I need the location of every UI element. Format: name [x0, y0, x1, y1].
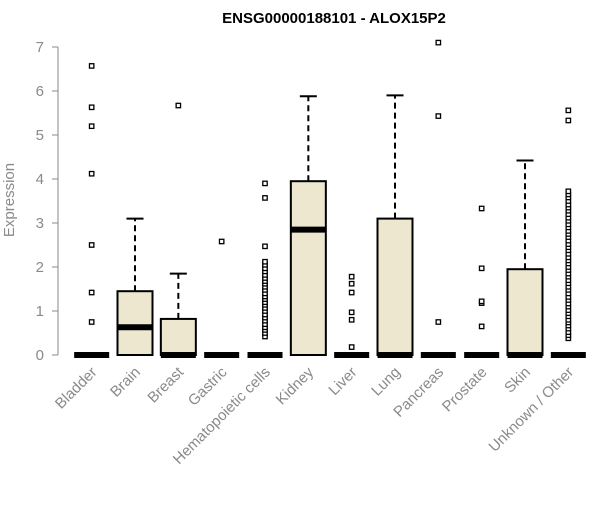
y-tick-label: 2	[36, 259, 44, 276]
box-liver	[334, 273, 370, 358]
outlier-point	[262, 195, 268, 201]
box-iqr	[159, 317, 197, 357]
outlier-point	[88, 289, 95, 296]
y-tick-label: 1	[36, 303, 44, 320]
box-unknown-other	[550, 107, 586, 358]
x-tick-label: Bladder	[52, 364, 101, 413]
box-iqr	[376, 217, 414, 356]
outlier-point	[565, 117, 572, 124]
y-tick-label: 6	[36, 83, 44, 100]
outlier-point	[565, 107, 572, 114]
outlier-point	[348, 316, 355, 323]
box-prostate	[464, 205, 500, 358]
outlier-point	[262, 258, 268, 265]
x-tick-label: Breast	[144, 363, 187, 406]
outlier-point	[435, 39, 442, 46]
box-skin	[506, 159, 544, 358]
outlier-point	[435, 113, 442, 119]
box-gastric	[204, 238, 240, 358]
x-tick-label: Brain	[107, 364, 144, 401]
outlier-point	[88, 104, 95, 111]
x-tick-label: Kidney	[273, 363, 318, 408]
outlier-point	[348, 280, 355, 287]
y-axis: 0 1 2 3 4 5 6 7	[36, 39, 59, 364]
box-iqr	[289, 180, 327, 356]
box-pancreas	[420, 39, 456, 358]
outlier-point	[478, 265, 485, 272]
outlier-point	[478, 205, 485, 212]
outlier-point	[565, 188, 572, 195]
x-tick-label: Prostate	[439, 364, 491, 416]
chart-title: ENSG00000188101 - ALOX15P2	[222, 10, 446, 27]
box-iqr	[506, 268, 544, 357]
outlier-point	[88, 242, 95, 248]
outlier-point	[348, 344, 355, 350]
x-tick-label: Skin	[501, 364, 534, 397]
y-tick-label: 4	[36, 171, 44, 188]
outlier-point	[262, 180, 268, 187]
outlier-point	[478, 323, 485, 330]
outlier-point	[348, 309, 355, 316]
x-tick-label: Lung	[368, 364, 404, 400]
outlier-point	[262, 243, 268, 250]
box-lung	[376, 94, 414, 358]
box-kidney	[289, 95, 327, 356]
y-tick-label: 0	[36, 347, 44, 364]
box-iqr	[116, 290, 154, 357]
y-axis-label: Expression	[1, 163, 18, 237]
y-tick-label: 7	[36, 39, 44, 56]
y-tick-label: 3	[36, 215, 44, 232]
y-tick-label: 5	[36, 127, 44, 144]
outlier-point	[478, 298, 485, 305]
box-hematopoietic-cells	[247, 180, 283, 358]
box-breast	[159, 102, 197, 358]
boxes	[74, 39, 586, 358]
box-bladder	[74, 63, 110, 358]
outlier-point	[218, 238, 225, 245]
outlier-point	[88, 123, 95, 130]
box-brain	[116, 217, 154, 357]
outlier-point	[348, 289, 355, 296]
outlier-point	[88, 63, 95, 69]
outlier-point	[175, 102, 182, 109]
x-tick-label: Liver	[325, 364, 360, 399]
outlier-point	[88, 170, 95, 177]
outlier-point	[435, 319, 442, 325]
outlier-point	[88, 319, 95, 325]
outlier-point	[348, 273, 355, 280]
